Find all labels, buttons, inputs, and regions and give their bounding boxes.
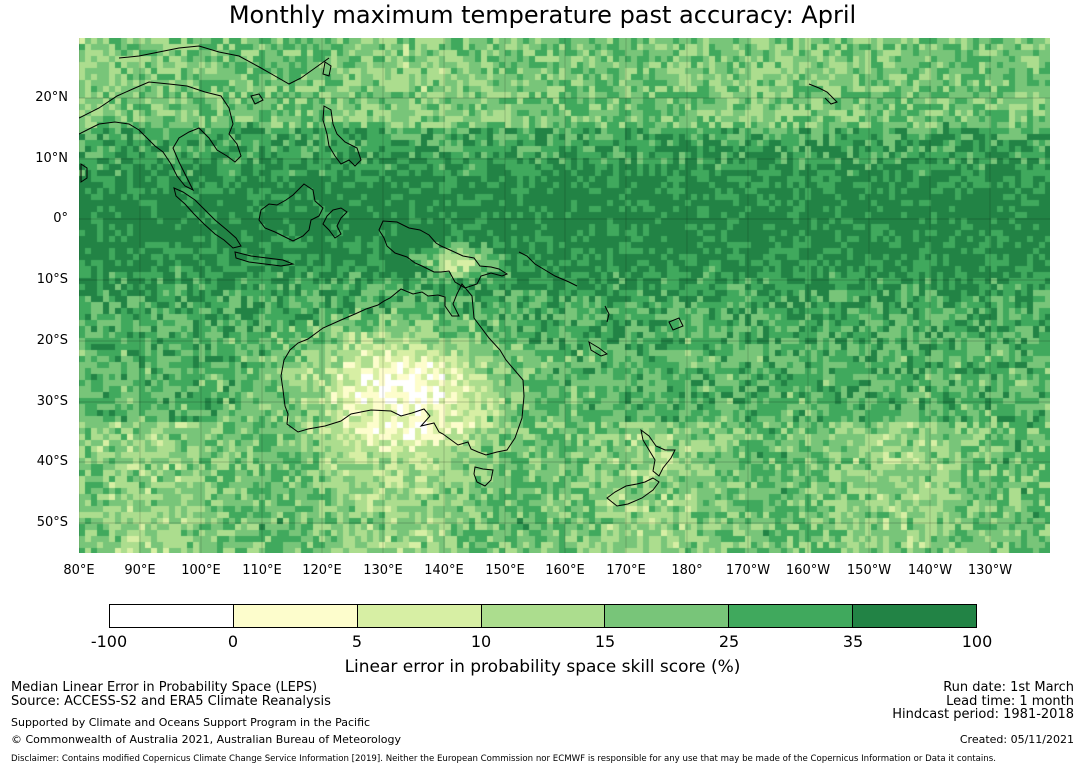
borneo-coastline bbox=[258, 183, 324, 242]
longitude-label: 80°E bbox=[63, 563, 95, 578]
longitude-label: 140°W bbox=[907, 563, 953, 578]
disclaimer-text: Disclaimer: Contains modified Copernicus… bbox=[11, 754, 996, 764]
colorbar-tick-label: 35 bbox=[842, 632, 864, 651]
new-zealand-south-coastline bbox=[606, 477, 660, 507]
footer-copyright-text: © Commonwealth of Australia 2021, Austra… bbox=[11, 733, 401, 746]
footer-source-text: Source: ACCESS-S2 and ERA5 Climate Reana… bbox=[11, 694, 331, 709]
latitude-label: 30°S bbox=[36, 394, 68, 409]
colorbar-tick-label: 0 bbox=[227, 632, 239, 651]
colorbar bbox=[109, 604, 977, 628]
latitude-label: 10°N bbox=[35, 151, 68, 166]
sumatra-coastline bbox=[173, 187, 242, 249]
fiji-coastline bbox=[668, 317, 684, 331]
hawaii-coastline bbox=[808, 83, 838, 105]
footer-leps-text: Median Linear Error in Probability Space… bbox=[11, 680, 318, 695]
colorbar-segment bbox=[853, 605, 977, 627]
hindcast-period-text: Hindcast period: 1981-2018 bbox=[892, 707, 1074, 722]
run-date-text: Run date: 1st March bbox=[943, 680, 1074, 695]
colorbar-tick-label: 25 bbox=[718, 632, 740, 651]
lead-time-text: Lead time: 1 month bbox=[946, 694, 1074, 709]
skill-score-raster bbox=[79, 38, 1050, 553]
longitude-label: 130°W bbox=[967, 563, 1013, 578]
longitude-label: 110°E bbox=[242, 563, 282, 578]
colorbar-tick-label: 100 bbox=[961, 632, 993, 651]
map-overlay bbox=[79, 38, 1050, 553]
latitude-label: 10°S bbox=[36, 272, 68, 287]
colorbar-tick-label: -100 bbox=[90, 632, 128, 651]
colorbar-segment bbox=[729, 605, 854, 627]
map-title: Monthly maximum temperature past accurac… bbox=[228, 1, 857, 29]
skill-score-map bbox=[79, 38, 1050, 553]
longitude-label: 170°E bbox=[606, 563, 646, 578]
colorbar-segment bbox=[481, 605, 606, 627]
longitude-label: 180° bbox=[671, 563, 703, 578]
hainan-coastline bbox=[250, 93, 264, 105]
latitude-label: 20°S bbox=[36, 333, 68, 348]
china-coastline bbox=[118, 45, 330, 85]
longitude-label: 160°E bbox=[545, 563, 585, 578]
longitude-label: 120°E bbox=[302, 563, 342, 578]
latitude-label: 0° bbox=[53, 211, 68, 226]
latitude-label: 50°S bbox=[36, 515, 68, 530]
longitude-label: 90°E bbox=[124, 563, 156, 578]
colorbar-label: Linear error in probability space skill … bbox=[344, 657, 741, 677]
longitude-label: 160°W bbox=[785, 563, 831, 578]
created-date-text: Created: 05/11/2021 bbox=[959, 733, 1074, 746]
java-coastline bbox=[234, 251, 295, 267]
colorbar-tick-label: 15 bbox=[594, 632, 616, 651]
taiwan-coastline bbox=[322, 61, 332, 77]
new-caledonia-coastline bbox=[588, 340, 609, 357]
tasmania-coastline bbox=[473, 466, 494, 487]
footer-support-text: Supported by Climate and Oceans Support … bbox=[11, 716, 371, 729]
new-guinea-coastline bbox=[378, 220, 509, 289]
graticule bbox=[79, 38, 1050, 553]
colorbar-tick-label: 5 bbox=[351, 632, 363, 651]
vanuatu-coastline bbox=[604, 305, 610, 323]
sri-lanka-coastline bbox=[80, 163, 88, 183]
colorbar-segment bbox=[357, 605, 482, 627]
coastlines bbox=[79, 45, 838, 507]
longitude-label: 170°W bbox=[725, 563, 771, 578]
longitude-label: 140°E bbox=[424, 563, 464, 578]
colorbar-segment bbox=[233, 605, 358, 627]
solomon-islands-coastline bbox=[518, 251, 578, 287]
colorbar-segment bbox=[110, 605, 234, 627]
philippines-coastline bbox=[322, 105, 362, 167]
latitude-label: 20°N bbox=[35, 90, 68, 105]
new-zealand-north-coastline bbox=[640, 428, 676, 477]
indochina-coastline bbox=[79, 81, 242, 192]
colorbar-segment bbox=[605, 605, 730, 627]
latitude-label: 40°S bbox=[36, 454, 68, 469]
longitude-label: 150°E bbox=[485, 563, 525, 578]
longitude-label: 150°W bbox=[846, 563, 892, 578]
longitude-label: 100°E bbox=[181, 563, 221, 578]
longitude-label: 130°E bbox=[363, 563, 403, 578]
australia-coastline bbox=[280, 283, 525, 456]
sulawesi-coastline bbox=[322, 207, 348, 239]
colorbar-tick-label: 10 bbox=[470, 632, 492, 651]
